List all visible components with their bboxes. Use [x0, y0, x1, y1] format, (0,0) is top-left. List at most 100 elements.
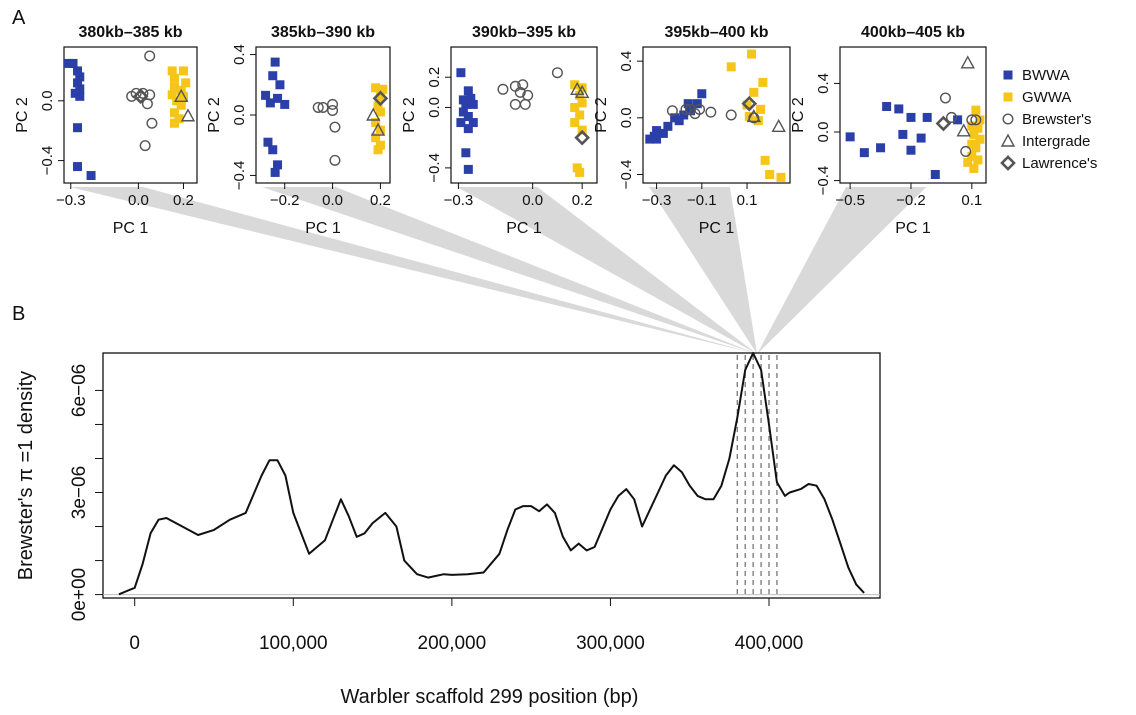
connector-wedge [757, 187, 927, 354]
point-bwwa [845, 132, 855, 142]
x-tick-label: −0.2 [270, 192, 300, 209]
legend-label: Brewster's [1022, 111, 1092, 128]
point-gwwa [749, 87, 759, 97]
legend-marker-gwwa [1003, 92, 1013, 102]
y-tick-label: 0.0 [815, 122, 832, 143]
point-gwwa [375, 107, 385, 117]
point-gwwa [176, 100, 186, 110]
plot-frame [839, 46, 987, 184]
point-brewsters [970, 114, 982, 126]
point-brewsters [666, 105, 678, 117]
point-gwwa [375, 125, 385, 135]
point-brewsters [312, 101, 324, 113]
legend-label: GWWA [1022, 89, 1071, 106]
density-chart: 0 100,000 200,000 300,000 400,000 0e+00 3e−06 6… [15, 352, 881, 708]
point-bwwa [458, 95, 468, 105]
plot-frame [450, 46, 598, 184]
point-brewsters [705, 106, 717, 118]
y-tick-label: −0.4 [426, 153, 443, 183]
connector-wedge [649, 187, 758, 354]
x-axis-title: PC 1 [895, 220, 931, 237]
point-brewsters [317, 101, 329, 113]
point-bwwa [466, 93, 476, 103]
y-tick-label: −0.4 [618, 160, 635, 190]
point-gwwa [174, 114, 184, 124]
point-brewsters [939, 92, 951, 104]
point-lawrences [935, 115, 952, 132]
point-gwwa [169, 108, 179, 118]
point-brewsters [551, 67, 563, 79]
x-tick-label: −0.5 [835, 192, 865, 209]
legend-label: Lawrence's [1022, 155, 1097, 172]
point-gwwa [969, 163, 979, 173]
point-brewsters [519, 98, 531, 110]
connector-wedge [457, 187, 758, 354]
point-bwwa [70, 88, 80, 98]
point-bwwa [652, 126, 662, 136]
point-gwwa [178, 91, 188, 101]
panel-title: 400kb–405 kb [861, 24, 965, 41]
y-tick-label: 3e−06 [69, 466, 90, 519]
y-tick-label: 0.0 [39, 90, 56, 111]
point-gwwa [371, 83, 381, 93]
x-tick-label: 0.1 [961, 192, 982, 209]
point-brewsters [725, 109, 737, 121]
point-gwwa [178, 66, 188, 76]
x-axis-title: PC 1 [113, 220, 149, 237]
point-bwwa [261, 90, 271, 100]
point-bwwa [280, 99, 290, 109]
point-bwwa [898, 129, 908, 139]
point-brewsters [517, 79, 529, 91]
x-axis-title: PC 1 [506, 220, 542, 237]
x-tick-label: −0.1 [687, 192, 717, 209]
point-bwwa [270, 167, 280, 177]
point-bwwa [463, 112, 473, 122]
y-tick-label: 0.4 [815, 73, 832, 94]
x-tick-label: 0.2 [370, 192, 391, 209]
point-brewsters [146, 117, 158, 129]
point-gwwa [577, 83, 587, 93]
point-bwwa [922, 112, 932, 122]
point-bwwa [263, 137, 273, 147]
legend-marker-intergrade [1000, 133, 1016, 147]
point-intergrade [960, 55, 975, 69]
point-brewsters [694, 103, 706, 115]
point-bwwa [268, 71, 278, 81]
point-bwwa [882, 102, 892, 111]
x-tick-label: 0.2 [173, 192, 194, 209]
panel-title: 390kb–395 kb [472, 24, 576, 41]
point-bwwa [916, 133, 926, 143]
y-tick-label: 0.0 [231, 105, 248, 126]
point-bwwa [461, 99, 471, 109]
y-tick-label: 6e−06 [69, 364, 90, 417]
point-bwwa [697, 89, 707, 99]
connector-wedges [70, 187, 927, 354]
panel-b-label: B [12, 303, 25, 325]
point-bwwa [75, 72, 85, 82]
point-bwwa [692, 99, 702, 109]
point-bwwa [930, 170, 940, 179]
point-bwwa [463, 164, 473, 174]
point-brewsters [946, 111, 958, 123]
pca-panel-5: 400kb–405 kb −0.5 −0.2 0.1 −0.4 0.0 0.4 PC 1 PC … [790, 24, 987, 237]
y-tick-label: 0.4 [618, 51, 635, 72]
y-axis-title: PC 2 [790, 97, 807, 133]
point-intergrade [180, 108, 196, 122]
point-gwwa [973, 155, 983, 165]
point-gwwa [967, 151, 977, 161]
point-gwwa [575, 110, 585, 120]
point-gwwa [758, 77, 768, 87]
point-intergrade [370, 122, 386, 136]
y-tick-label: 0e+00 [69, 568, 90, 621]
x-tick-label: 0.2 [572, 192, 593, 209]
point-gwwa [181, 78, 191, 88]
point-bwwa [663, 121, 673, 131]
point-brewsters [329, 154, 341, 166]
x-tick-label: −0.3 [642, 192, 672, 209]
x-tick-label: 400,000 [735, 633, 804, 654]
point-gwwa [975, 115, 985, 125]
point-gwwa [570, 80, 580, 90]
point-gwwa [373, 101, 383, 111]
point-gwwa [971, 105, 981, 115]
legend-marker-brewsters [1002, 113, 1014, 125]
